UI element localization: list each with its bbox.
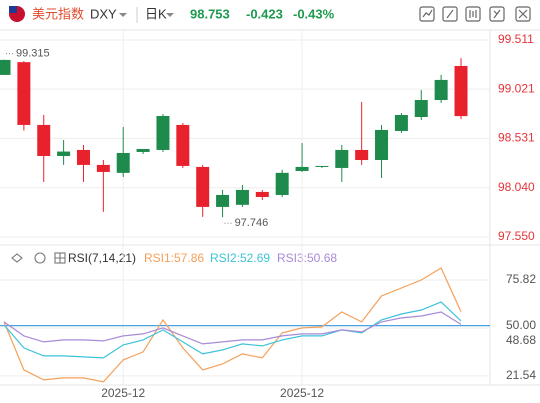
instrument-name[interactable]: 美元指数	[32, 6, 84, 21]
indicator-title[interactable]: RSI(7,14,21)	[68, 251, 136, 265]
candle-body	[37, 124, 51, 156]
tool-icon[interactable]	[489, 6, 505, 22]
settings-icon[interactable]	[34, 252, 46, 264]
candle-body	[136, 148, 150, 152]
candle-body	[156, 116, 170, 150]
tool-icon[interactable]	[465, 6, 481, 22]
y-tick-label: 99.021	[498, 81, 535, 95]
candle-body	[57, 151, 71, 156]
candle-body	[454, 65, 468, 117]
candle-body	[375, 129, 389, 161]
fullscreen-icon[interactable]	[518, 9, 528, 19]
flag-icon	[9, 6, 17, 13]
y-tick-label: 98.040	[498, 180, 535, 194]
price: 98.753	[190, 6, 230, 21]
dropdown-arrow[interactable]	[119, 13, 127, 17]
period[interactable]: 日K	[145, 6, 167, 21]
candle-body	[355, 149, 369, 161]
tool-icon[interactable]	[419, 6, 435, 22]
candle-body	[116, 152, 130, 173]
annotation: 97.746	[235, 217, 269, 229]
y-tick-label: 99.511	[498, 32, 534, 46]
rsi-line	[3, 267, 462, 383]
x-tick-label: 2025-12	[280, 386, 324, 400]
legend-item: RSI1:57.86	[144, 251, 204, 265]
candle-body	[17, 62, 31, 125]
candle-body	[255, 191, 269, 197]
change: -0.423	[246, 6, 283, 21]
rsi-line	[3, 301, 462, 359]
candle-body	[275, 172, 289, 195]
candle-body	[176, 124, 190, 166]
y-tick-label: 50.00	[506, 318, 536, 332]
rsi-line	[3, 311, 462, 345]
tool-icon[interactable]	[442, 6, 458, 22]
hide-icon[interactable]	[11, 253, 23, 263]
candle-body	[414, 100, 428, 118]
y-tick-label: 75.82	[506, 272, 536, 286]
symbol[interactable]: DXY	[90, 6, 117, 21]
params-icon[interactable]	[55, 253, 65, 263]
y-tick-label: 98.531	[498, 131, 535, 145]
candle-body	[0, 59, 11, 75]
y-tick-label: 97.550	[498, 229, 535, 243]
candle-body	[315, 165, 329, 167]
legend-item: RSI2:52.69	[210, 251, 270, 265]
candle-body	[434, 79, 448, 101]
dropdown-arrow[interactable]	[166, 13, 174, 17]
tool-icon[interactable]	[446, 9, 454, 19]
y-tick-label: 21.54	[506, 368, 536, 382]
y-tick-label: 48.68	[506, 333, 536, 347]
candle-body	[335, 149, 349, 168]
legend-item: RSI3:50.68	[277, 251, 337, 265]
tool-icon[interactable]	[469, 10, 477, 18]
candle-body	[76, 149, 90, 165]
header: 美元指数 DXY 日K 98.753 -0.423 -0.43%	[9, 6, 531, 23]
tool-icon[interactable]	[493, 9, 501, 19]
tool-icon[interactable]	[422, 9, 433, 18]
fullscreen-icon[interactable]	[515, 6, 531, 22]
candle-body	[295, 166, 309, 171]
annotation: 99.315	[16, 48, 50, 60]
change-pct: -0.43%	[293, 6, 335, 21]
candle-body	[96, 164, 110, 172]
candle-body	[394, 114, 408, 131]
candle-body	[235, 189, 249, 205]
candle-body	[196, 166, 210, 207]
x-tick-label: 2025-12	[101, 386, 145, 400]
candle-body	[216, 194, 230, 207]
